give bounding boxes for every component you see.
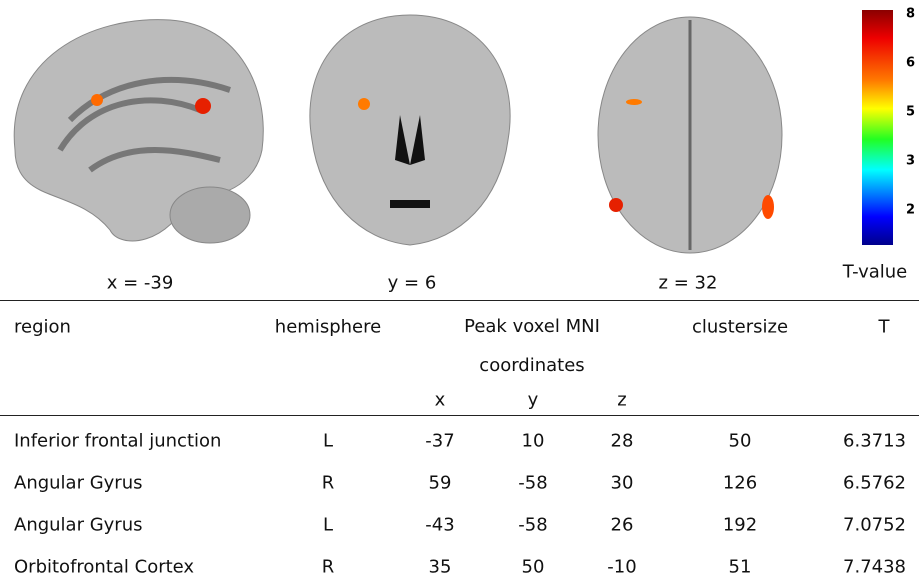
brain-slices bbox=[0, 0, 840, 260]
table-cell: R bbox=[322, 473, 335, 494]
table-cell: -58 bbox=[518, 515, 547, 536]
header-cell: T bbox=[879, 317, 890, 338]
table-cell: 10 bbox=[522, 431, 545, 452]
table-cell: 59 bbox=[429, 473, 452, 494]
table-cell: 6.5762 bbox=[843, 473, 906, 494]
table-cell: 30 bbox=[611, 473, 634, 494]
sagittal-slice bbox=[14, 20, 263, 243]
table-cell: 51 bbox=[729, 557, 752, 578]
table-cell: -10 bbox=[607, 557, 636, 578]
header-cell: z bbox=[617, 390, 626, 411]
slice-label: y = 6 bbox=[388, 273, 437, 294]
colorbar-label: T-value bbox=[843, 262, 908, 283]
table-cell: Inferior frontal junction bbox=[14, 431, 221, 452]
table-cell: 50 bbox=[729, 431, 752, 452]
table-cell: R bbox=[322, 557, 335, 578]
table-rule bbox=[0, 300, 919, 301]
table-cell: 7.7438 bbox=[843, 557, 906, 578]
table-cell: 26 bbox=[611, 515, 634, 536]
table-cell: L bbox=[323, 431, 333, 452]
axial-slice bbox=[598, 17, 782, 253]
table-cell: -58 bbox=[518, 473, 547, 494]
figure-page: x = -39 y = 6 z = 32 T-value region hemi… bbox=[0, 0, 919, 587]
table-cell: 6.3713 bbox=[843, 431, 906, 452]
slice-label: z = 32 bbox=[659, 273, 718, 294]
table-cell: 126 bbox=[723, 473, 757, 494]
table-cell: 192 bbox=[723, 515, 757, 536]
colorbar-tick: 5 bbox=[906, 105, 915, 120]
table-cell: 28 bbox=[611, 431, 634, 452]
colorbar-tick: 6 bbox=[906, 56, 915, 71]
table-cell: Angular Gyrus bbox=[14, 515, 143, 536]
table-cell: Angular Gyrus bbox=[14, 473, 143, 494]
colorbar-tick: 3 bbox=[906, 154, 915, 169]
table-cell: -43 bbox=[425, 515, 454, 536]
colorbar-tick: 2 bbox=[906, 203, 915, 218]
header-cell: y bbox=[528, 390, 539, 411]
table-cell: 35 bbox=[429, 557, 452, 578]
table-cell: 7.0752 bbox=[843, 515, 906, 536]
header-cell: Peak voxel MNI coordinates bbox=[447, 307, 617, 385]
table-cell: Orbitofrontal Cortex bbox=[14, 557, 194, 578]
header-cell: hemisphere bbox=[275, 317, 381, 338]
table-cell: L bbox=[323, 515, 333, 536]
colorbar bbox=[862, 10, 893, 245]
header-cell: clustersize bbox=[692, 317, 788, 338]
table-cell: 50 bbox=[522, 557, 545, 578]
header-cell: region bbox=[14, 317, 71, 338]
coronal-slice bbox=[310, 15, 510, 245]
table-cell: -37 bbox=[425, 431, 454, 452]
header-cell: x bbox=[435, 390, 446, 411]
table-rule bbox=[0, 415, 919, 416]
colorbar-tick: 8 bbox=[906, 7, 915, 22]
slice-label: x = -39 bbox=[107, 273, 174, 294]
